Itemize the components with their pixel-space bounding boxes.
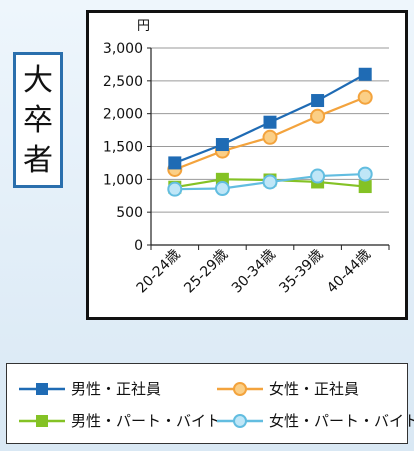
- chart-frame: 円 0 500 1,000 1,500 2,000 2,500 3,000 20-24歳 25-…: [86, 10, 408, 320]
- data-point-circle: [357, 166, 373, 182]
- y-tick-label: 1,000: [103, 172, 143, 188]
- y-tick-label: 2,500: [103, 74, 143, 90]
- legend-marker-square-icon: [19, 382, 65, 395]
- legend-label: 女性・パート・バイト: [269, 412, 414, 430]
- data-point-circle: [167, 181, 183, 197]
- legend-marker-circle-icon: [217, 381, 263, 396]
- legend-marker-circle-icon: [217, 413, 263, 428]
- data-point-circle: [310, 168, 326, 184]
- y-tick-label: 3,000: [103, 41, 143, 57]
- legend-item-female-regular: 女性・正社員: [217, 378, 359, 399]
- y-axis-unit-label: 円: [137, 19, 150, 34]
- data-point-circle: [262, 174, 278, 190]
- data-point-square: [358, 180, 372, 194]
- legend-item-female-parttime: 女性・パート・バイト: [217, 410, 414, 431]
- y-tick-label: 1,500: [103, 140, 143, 156]
- education-label-char-3: 者: [23, 143, 53, 178]
- legend-label: 男性・正社員: [71, 380, 162, 398]
- data-point-square: [168, 156, 182, 170]
- x-tick-label: 20-24歳: [134, 247, 184, 297]
- chart-legend: 男性・正社員 女性・正社員 男性・パート・バイト 女性・パート・バイト: [6, 363, 414, 444]
- x-tick-label: 35-39歳: [276, 247, 326, 297]
- data-point-square: [358, 67, 372, 81]
- x-tick-label: 30-34歳: [229, 247, 279, 297]
- education-label-char-2: 卒: [23, 103, 53, 138]
- y-tick-label: 2,000: [103, 107, 143, 123]
- line-chart: 円 0 500 1,000 1,500 2,000 2,500 3,000 20-24歳25-…: [103, 19, 390, 297]
- data-point-circle: [262, 129, 278, 145]
- legend-item-male-regular: 男性・正社員: [19, 378, 161, 399]
- data-point-circle: [214, 181, 230, 197]
- data-point-square: [263, 115, 277, 129]
- education-label-box: 大 卒 者: [13, 52, 63, 188]
- x-tick-label: 25-29歳: [181, 247, 231, 297]
- data-point-square: [311, 94, 325, 108]
- y-tick-label: 0: [134, 238, 143, 254]
- legend-label: 男性・パート・バイト: [71, 412, 222, 430]
- legend-marker-square-icon: [19, 414, 65, 427]
- data-point-square: [215, 138, 229, 152]
- y-tick-label: 500: [116, 205, 143, 221]
- legend-label: 女性・正社員: [269, 380, 360, 398]
- x-tick-label: 40-44歳: [324, 247, 374, 297]
- legend-item-male-parttime: 男性・パート・バイト: [19, 410, 221, 431]
- data-point-circle: [310, 108, 326, 124]
- data-point-circle: [357, 89, 373, 105]
- education-label-char-1: 大: [23, 63, 53, 98]
